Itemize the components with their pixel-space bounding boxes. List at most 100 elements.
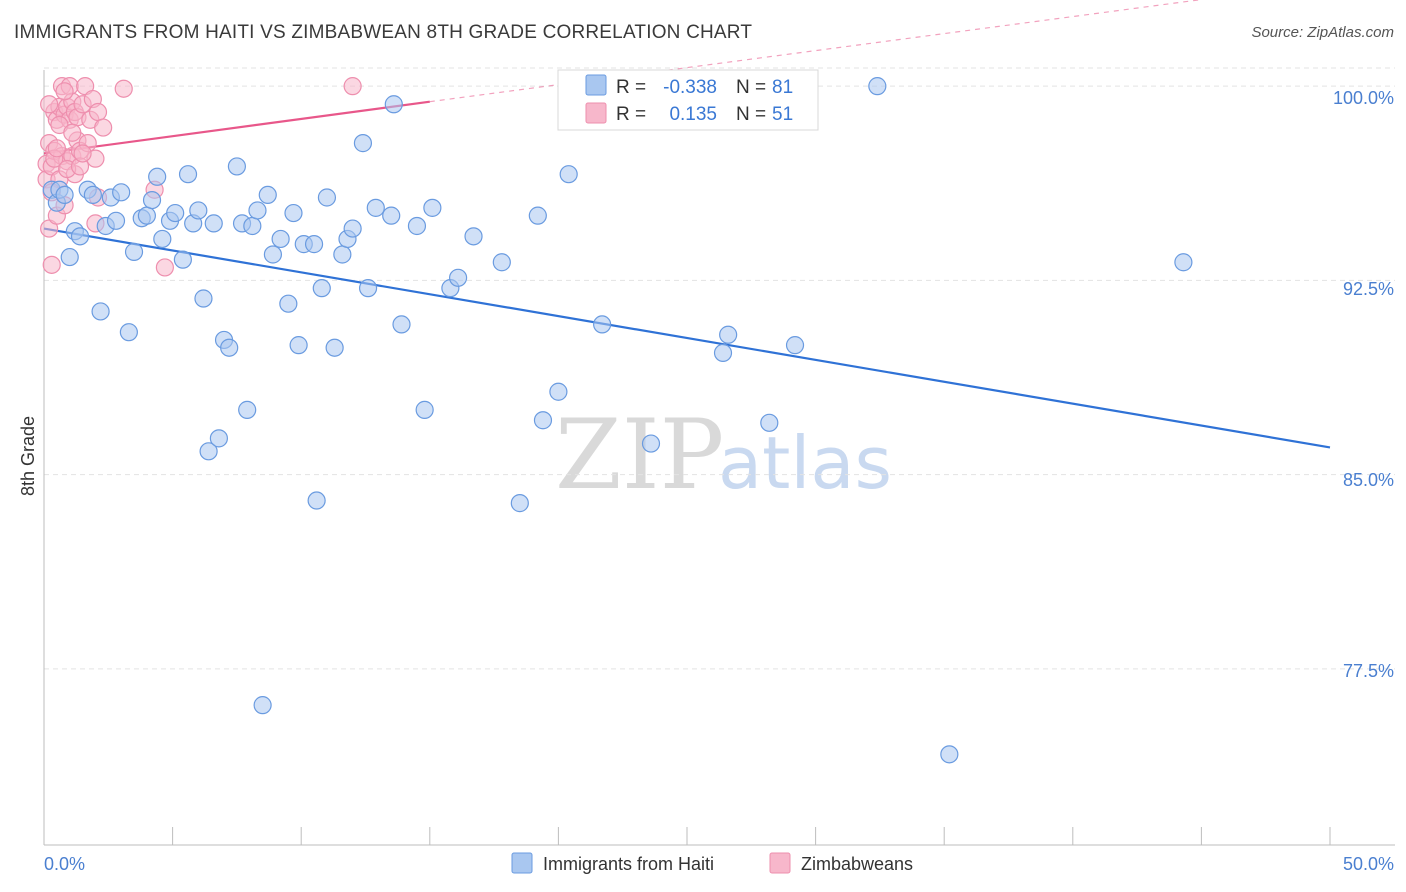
legend-r-value: 0.135 — [669, 104, 717, 125]
data-point-blue — [423, 198, 442, 217]
legend-swatch-haiti — [585, 74, 607, 96]
legend-r-label: R = — [616, 104, 646, 125]
data-point-pink — [114, 79, 133, 98]
data-points — [37, 77, 1193, 764]
data-point-blue — [263, 245, 283, 264]
grid-lines — [44, 67, 1395, 670]
data-point-blue — [307, 491, 326, 510]
y-tick-label: 92.5% — [1343, 279, 1394, 299]
x-tick-label-min: 0.0% — [44, 854, 85, 874]
data-point-blue — [204, 214, 223, 233]
legend-swatch-zimbabwe — [585, 102, 607, 124]
data-point-blue — [243, 216, 262, 236]
chart-source: Source: ZipAtlas.com — [1251, 24, 1394, 41]
y-tick-label: 77.5% — [1343, 661, 1394, 681]
data-point-blue — [119, 323, 138, 342]
data-point-blue — [785, 336, 805, 355]
y-tick-label: 85.0% — [1343, 470, 1394, 490]
data-point-blue — [289, 336, 308, 355]
data-point-pink — [343, 77, 362, 96]
data-point-blue — [382, 206, 401, 225]
data-point-blue — [384, 95, 403, 114]
data-point-blue — [353, 134, 373, 153]
data-point-blue — [528, 206, 547, 225]
series-legend: Immigrants from Haiti Zimbabweans — [511, 852, 913, 874]
legend-r-value: -0.338 — [663, 77, 717, 98]
y-tick-labels: 100.0% 92.5% 85.0% 77.5% — [1333, 88, 1394, 681]
data-point-blue — [358, 279, 378, 298]
data-point-pink — [63, 123, 82, 142]
legend-n-value: 51 — [772, 104, 793, 125]
data-point-blue — [940, 745, 959, 764]
data-point-blue — [366, 198, 385, 217]
data-point-pink — [88, 102, 108, 122]
data-point-blue — [343, 219, 362, 238]
data-point-blue — [392, 315, 411, 334]
data-point-blue — [248, 201, 267, 220]
data-point-blue — [304, 235, 324, 254]
watermark-zip: ZIP — [555, 399, 724, 511]
watermark-atlas: atlas — [718, 421, 892, 505]
data-point-blue — [70, 227, 90, 246]
legend-n-label: N = — [736, 77, 766, 98]
data-point-blue — [166, 203, 185, 223]
data-point-blue — [258, 185, 277, 205]
data-point-blue — [464, 227, 483, 246]
data-point-blue — [415, 400, 434, 419]
data-point-blue — [713, 343, 733, 362]
data-point-blue — [719, 325, 738, 344]
data-point-blue — [559, 165, 578, 184]
data-point-blue — [173, 250, 192, 269]
y-tick-label: 100.0% — [1333, 88, 1394, 108]
data-point-blue — [760, 413, 779, 432]
data-point-blue — [55, 185, 74, 205]
data-point-blue — [333, 245, 352, 264]
data-point-blue — [593, 315, 612, 334]
data-point-blue — [533, 411, 553, 430]
data-point-blue — [510, 494, 529, 513]
data-point-blue — [91, 302, 110, 321]
data-point-blue — [284, 203, 303, 223]
trend-line-blue — [43, 227, 1331, 449]
data-point-blue — [271, 229, 290, 249]
data-point-pink — [47, 139, 66, 158]
trend-line-pink — [43, 100, 430, 155]
data-point-blue — [83, 185, 102, 205]
data-point-pink — [155, 258, 174, 277]
data-point-blue — [279, 294, 298, 313]
y-axis-title: 8th Grade — [18, 416, 38, 496]
data-point-blue — [60, 247, 79, 267]
data-point-pink — [94, 118, 113, 137]
data-point-blue — [492, 253, 511, 272]
data-point-pink — [55, 82, 74, 101]
data-point-blue — [407, 216, 427, 236]
data-point-blue — [641, 434, 661, 453]
data-point-blue — [549, 382, 568, 401]
data-point-pink — [40, 95, 59, 114]
data-point-blue — [227, 157, 246, 176]
data-point-blue — [148, 167, 167, 186]
data-point-blue — [142, 190, 162, 210]
series-legend-swatch-haiti — [511, 852, 533, 874]
data-point-blue — [1174, 253, 1193, 272]
data-point-blue — [153, 229, 172, 249]
x-tick-label-max: 50.0% — [1343, 854, 1394, 874]
data-point-blue — [194, 289, 213, 308]
data-point-pink — [42, 255, 61, 274]
stats-legend: R = -0.338 N = 81 R = 0.135 N = 51 — [557, 69, 819, 131]
data-point-blue — [189, 201, 208, 220]
series-legend-label-zimbabwe: Zimbabweans — [801, 854, 913, 874]
legend-r-label: R = — [616, 77, 646, 98]
data-point-blue — [199, 442, 218, 461]
data-point-blue — [325, 338, 344, 357]
axes — [43, 70, 1395, 846]
data-point-blue — [178, 165, 198, 184]
chart-title: IMMIGRANTS FROM HAITI VS ZIMBABWEAN 8TH … — [14, 22, 753, 43]
data-point-blue — [209, 429, 228, 448]
data-point-blue — [868, 77, 887, 96]
series-legend-swatch-zimbabwe — [769, 852, 791, 874]
data-point-blue — [220, 338, 239, 357]
data-point-blue — [448, 268, 468, 287]
data-point-blue — [137, 206, 156, 225]
